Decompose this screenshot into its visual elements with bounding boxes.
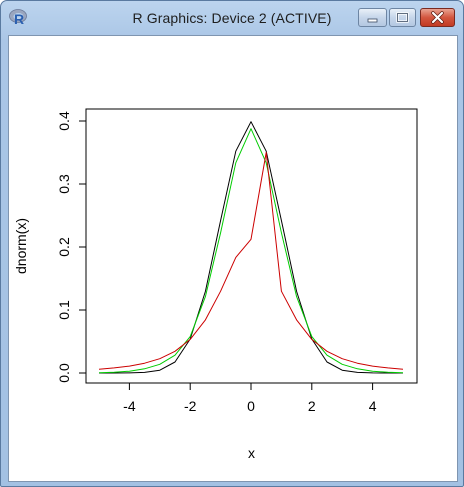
y-tick-label: 0.3 [56,174,72,194]
minimize-icon [367,18,378,23]
series-layer [98,121,404,374]
minimize-button[interactable] [358,8,387,27]
window-title: R Graphics: Device 2 (ACTIVE) [132,10,332,26]
y-tick-label: 0.1 [56,300,72,320]
x-tick-label: -2 [184,398,197,414]
title-bar[interactable]: R R Graphics: Device 2 (ACTIVE) [1,1,463,35]
x-tick-label: 4 [369,398,377,414]
svg-text:R: R [14,11,24,27]
series-line-1 [99,121,403,374]
x-axis-label: x [248,445,255,461]
density-plot: -4 -2 0 2 4 0.0 0.1 0.2 0.3 0.4 x dnorm(x) [13,108,418,461]
r-logo-icon: R [9,9,27,27]
y-axis-label: dnorm(x) [13,218,29,274]
y-tick-label: 0.2 [56,237,72,257]
x-tick-label: 2 [308,398,316,414]
x-tick-label: -4 [123,398,136,414]
plot-frame [85,108,418,384]
y-tick-label: 0.0 [56,363,72,383]
x-tick-label: 0 [247,398,255,414]
close-icon [431,11,444,24]
x-axis: -4 -2 0 2 4 [123,382,377,414]
series-line-2 [98,128,404,374]
y-axis: 0.0 0.1 0.2 0.3 0.4 [56,111,87,383]
series-line-3 [98,152,404,370]
y-tick-label: 0.4 [56,111,72,131]
maximize-button[interactable] [389,8,416,27]
graphics-device-area: -4 -2 0 2 4 0.0 0.1 0.2 0.3 0.4 x dnorm(x) [8,35,458,482]
close-button[interactable] [420,8,455,27]
maximize-icon [396,12,409,23]
